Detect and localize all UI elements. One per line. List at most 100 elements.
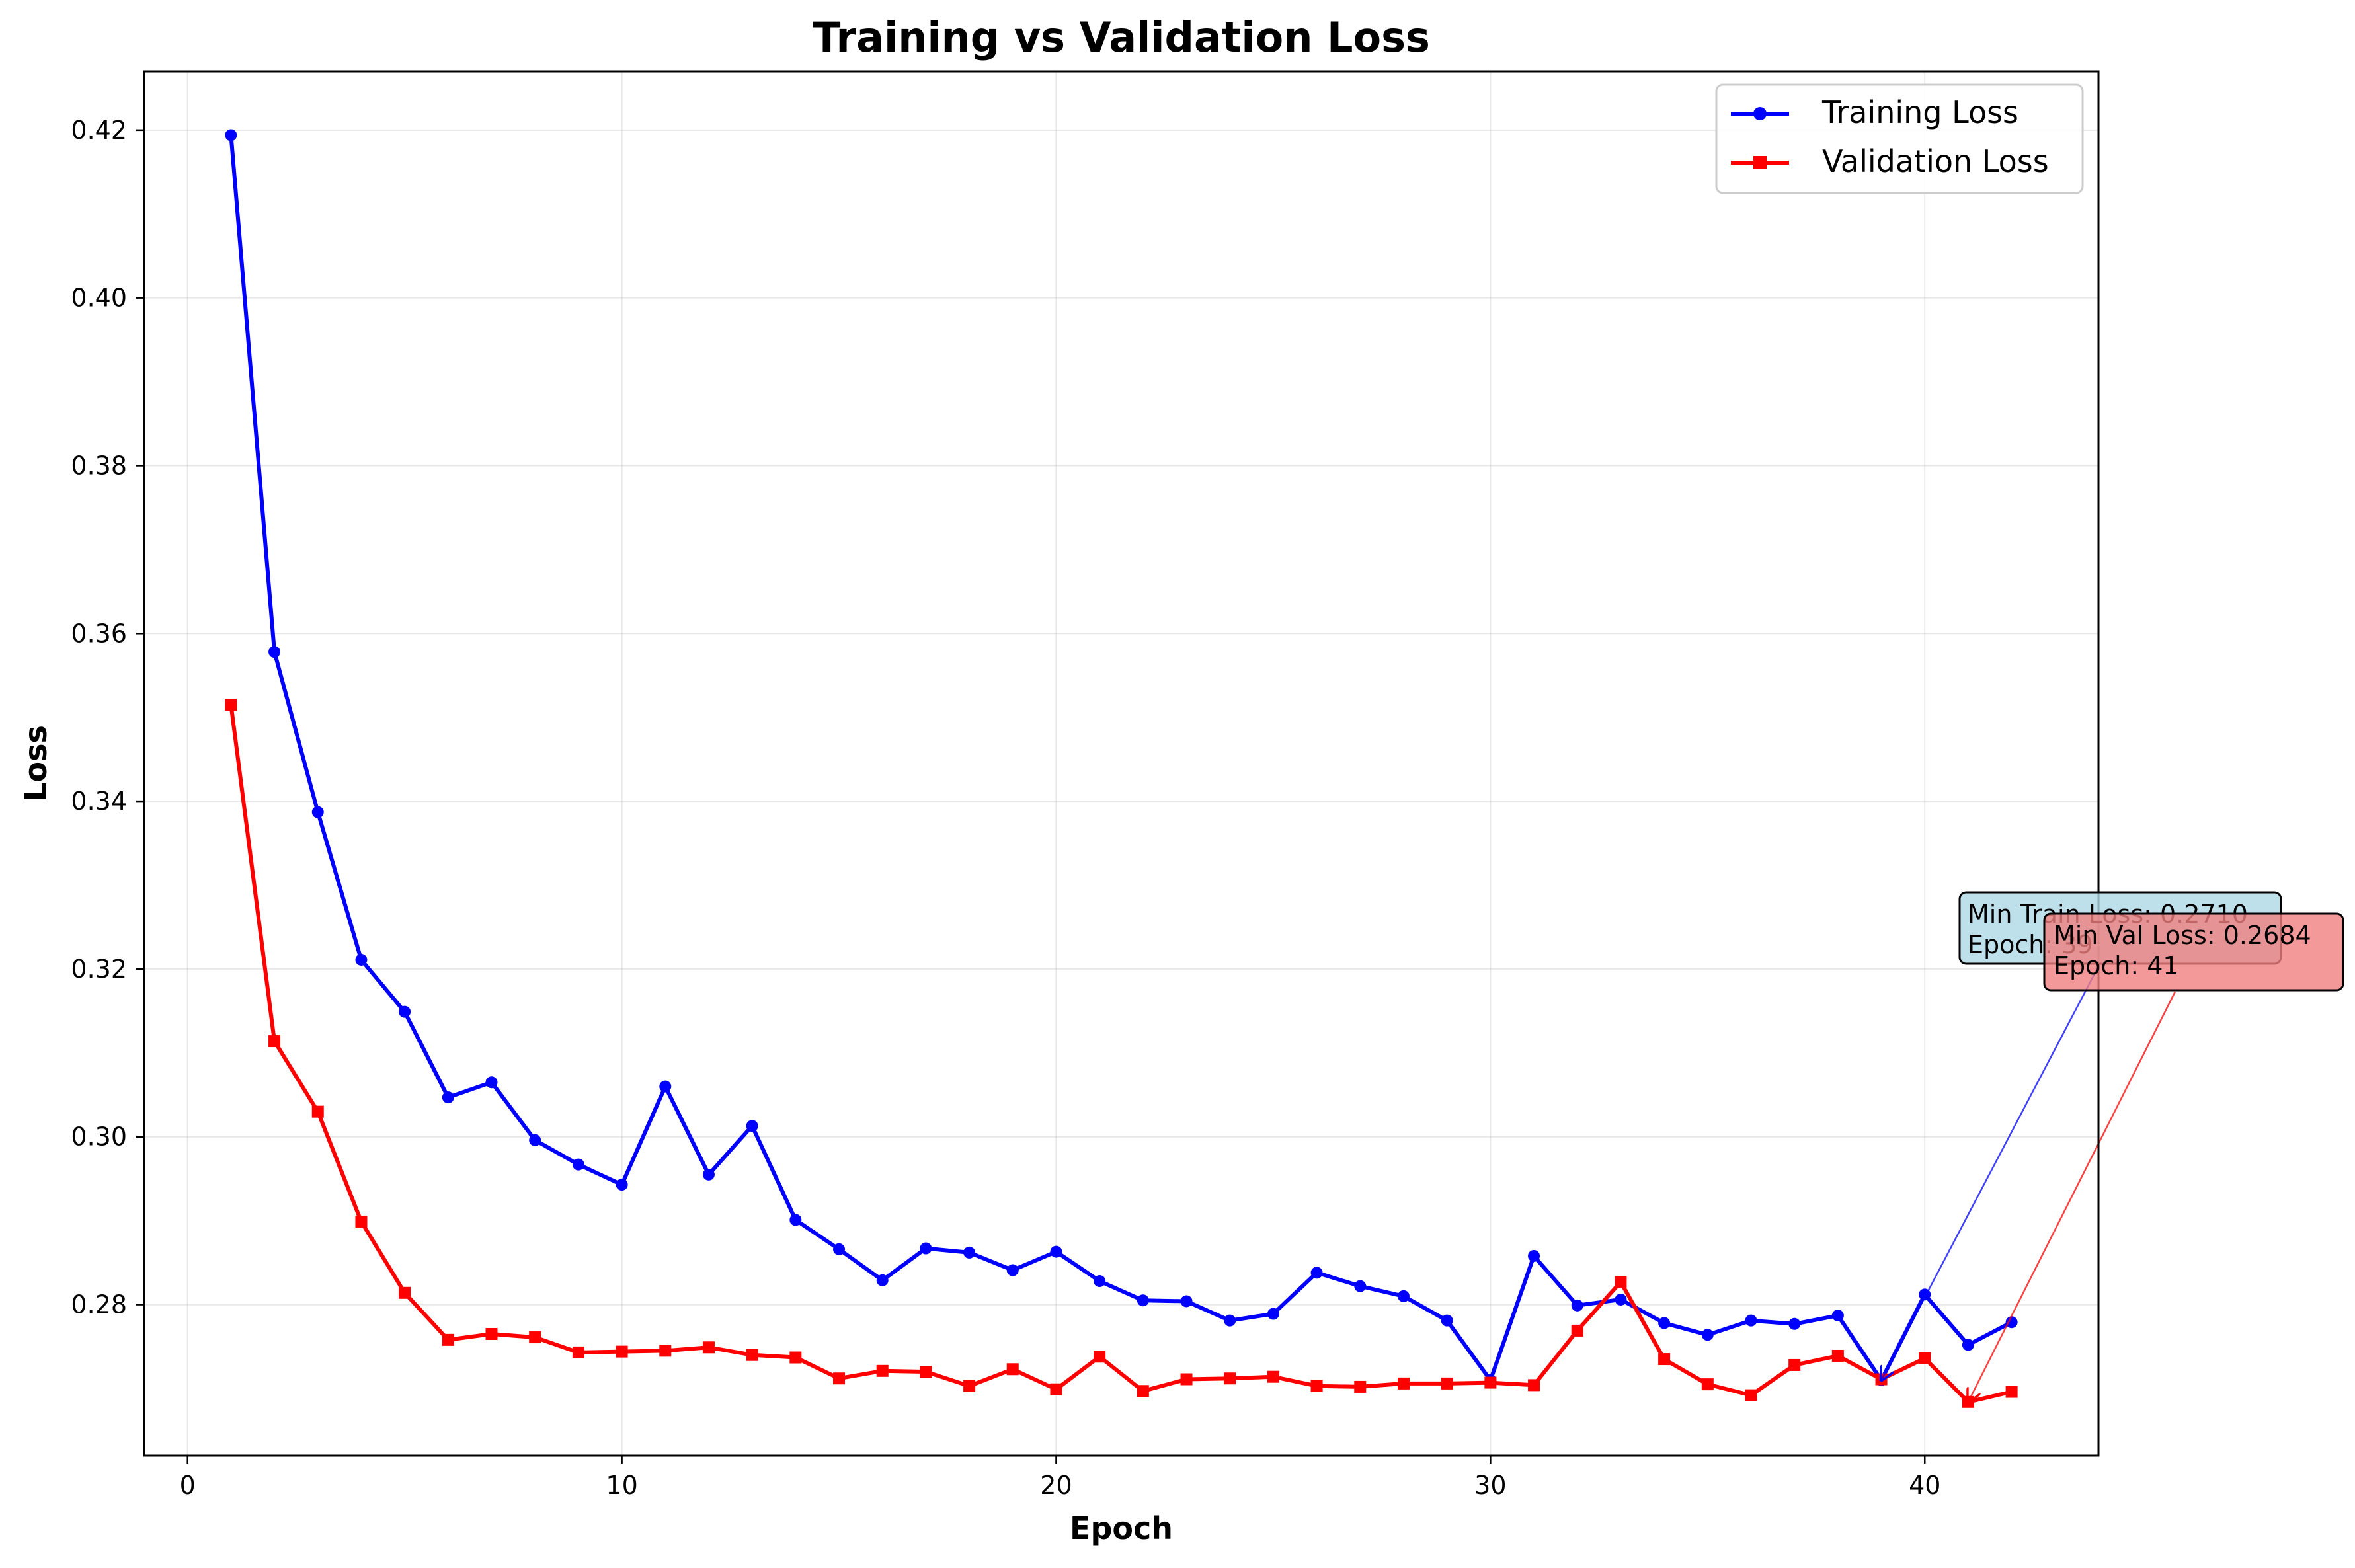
training-loss-point xyxy=(1137,1294,1149,1307)
training-loss-point xyxy=(1615,1293,1627,1306)
training-loss-point xyxy=(1224,1314,1236,1327)
training-loss-point xyxy=(529,1134,541,1146)
validation-loss-point xyxy=(1484,1376,1497,1389)
annotation-arrow xyxy=(1968,991,2176,1402)
plot-frame xyxy=(143,70,2100,1457)
legend-training-label: Training Loss xyxy=(1821,95,2018,130)
validation-loss-point xyxy=(1006,1363,1019,1376)
min-val-annotation-line1: Min Val Loss: 0.2684 xyxy=(2054,921,2311,950)
validation-loss-point xyxy=(1094,1351,1106,1363)
annotation-arrow xyxy=(1882,963,2101,1380)
training-loss-point xyxy=(1571,1299,1583,1312)
legend-training-marker xyxy=(1753,107,1767,120)
training-loss-series xyxy=(225,129,2018,1386)
training-loss-point xyxy=(355,953,368,966)
validation-loss-point xyxy=(1050,1383,1062,1395)
training-loss-point xyxy=(833,1243,846,1255)
training-loss-point xyxy=(963,1246,976,1259)
legend-item-training: Training Loss xyxy=(1731,95,2018,130)
validation-loss-point xyxy=(1919,1352,1931,1364)
validation-loss-point xyxy=(485,1327,498,1340)
validation-loss-point xyxy=(920,1366,932,1378)
validation-loss-point xyxy=(659,1345,672,1357)
training-loss-point xyxy=(1831,1310,1844,1322)
validation-loss-point xyxy=(225,699,237,711)
training-loss-point xyxy=(1745,1314,1757,1327)
series-layer xyxy=(225,129,2018,1408)
x-tick-label: 20 xyxy=(1040,1471,1072,1500)
validation-loss-point xyxy=(1745,1389,1757,1401)
validation-loss-point xyxy=(2005,1386,2018,1398)
validation-loss-point xyxy=(746,1349,758,1361)
training-loss-point xyxy=(1701,1329,1714,1341)
training-loss-point xyxy=(311,806,324,818)
y-axis-label: Loss xyxy=(18,725,54,802)
x-tick-label: 30 xyxy=(1474,1471,1506,1500)
validation-loss-point xyxy=(1658,1353,1671,1366)
training-loss-point xyxy=(920,1242,932,1255)
validation-loss-point xyxy=(702,1341,715,1354)
training-loss-point xyxy=(1788,1317,1801,1330)
training-loss-point xyxy=(1180,1295,1193,1308)
x-tick-label: 40 xyxy=(1909,1471,1940,1500)
validation-loss-point xyxy=(355,1215,368,1228)
training-loss-point xyxy=(1397,1290,1410,1302)
training-loss-point xyxy=(1310,1267,1323,1279)
legend-item-validation: Validation Loss xyxy=(1731,143,2049,179)
validation-loss-point xyxy=(1224,1372,1236,1385)
validation-loss-line xyxy=(229,704,2013,1404)
y-tick-label: 0.32 xyxy=(71,955,127,984)
y-tick-label: 0.38 xyxy=(71,451,127,480)
training-loss-point xyxy=(225,129,237,141)
training-loss-point xyxy=(659,1080,672,1093)
x-tick-label: 0 xyxy=(180,1471,196,1500)
training-loss-point xyxy=(702,1168,715,1181)
validation-loss-point xyxy=(1701,1378,1714,1391)
validation-loss-point xyxy=(1397,1377,1410,1390)
training-loss-point xyxy=(399,1005,411,1018)
training-loss-point xyxy=(1354,1280,1367,1292)
legend-validation-label: Validation Loss xyxy=(1822,143,2049,179)
validation-loss-point xyxy=(876,1364,889,1377)
ticks: 0 10 20 30 40 0.28 0.30 0.32 0.34 0.36 0.38 0.40 0.4… xyxy=(71,116,1940,1500)
validation-loss-point xyxy=(442,1333,454,1346)
training-loss-point xyxy=(485,1076,498,1089)
validation-loss-point xyxy=(399,1286,411,1299)
validation-loss-point xyxy=(1528,1379,1540,1392)
x-tick-label: 10 xyxy=(606,1471,637,1500)
legend: Training Loss Validation Loss xyxy=(1715,83,2084,194)
validation-loss-point xyxy=(833,1372,846,1385)
y-tick-label: 0.28 xyxy=(71,1290,127,1319)
y-tick-label: 0.40 xyxy=(71,284,127,313)
min-val-annotation-box xyxy=(2043,912,2344,992)
x-axis-label: Epoch xyxy=(1070,1510,1173,1546)
grid xyxy=(144,71,2098,1456)
validation-loss-point xyxy=(789,1351,802,1364)
y-tick-label: 0.34 xyxy=(71,787,127,816)
validation-loss-point xyxy=(1615,1276,1627,1288)
training-loss-point xyxy=(268,646,281,658)
y-tick-label: 0.42 xyxy=(71,116,127,145)
validation-loss-point xyxy=(963,1380,976,1392)
training-loss-point xyxy=(1528,1249,1540,1262)
legend-validation-marker xyxy=(1753,156,1767,169)
validation-loss-point xyxy=(529,1331,541,1344)
annotation-boxes: Min Train Loss: 0.2710 Epoch: 39 Min Val… xyxy=(1958,891,2344,992)
validation-loss-point xyxy=(1441,1377,1453,1390)
validation-loss-point xyxy=(1831,1349,1844,1362)
training-loss-point xyxy=(572,1158,584,1171)
training-loss-point xyxy=(1658,1317,1671,1329)
validation-loss-point xyxy=(1571,1324,1583,1337)
training-loss-point xyxy=(789,1214,802,1226)
chart-title: Training vs Validation Loss xyxy=(813,13,1430,61)
training-loss-point xyxy=(746,1120,758,1132)
training-loss-point xyxy=(2005,1316,2018,1329)
validation-loss-point xyxy=(1267,1370,1279,1383)
validation-loss-point xyxy=(268,1035,281,1048)
y-tick-label: 0.36 xyxy=(71,619,127,648)
training-loss-point xyxy=(1441,1314,1453,1327)
training-loss-point xyxy=(442,1091,454,1104)
training-loss-point xyxy=(1267,1308,1279,1320)
